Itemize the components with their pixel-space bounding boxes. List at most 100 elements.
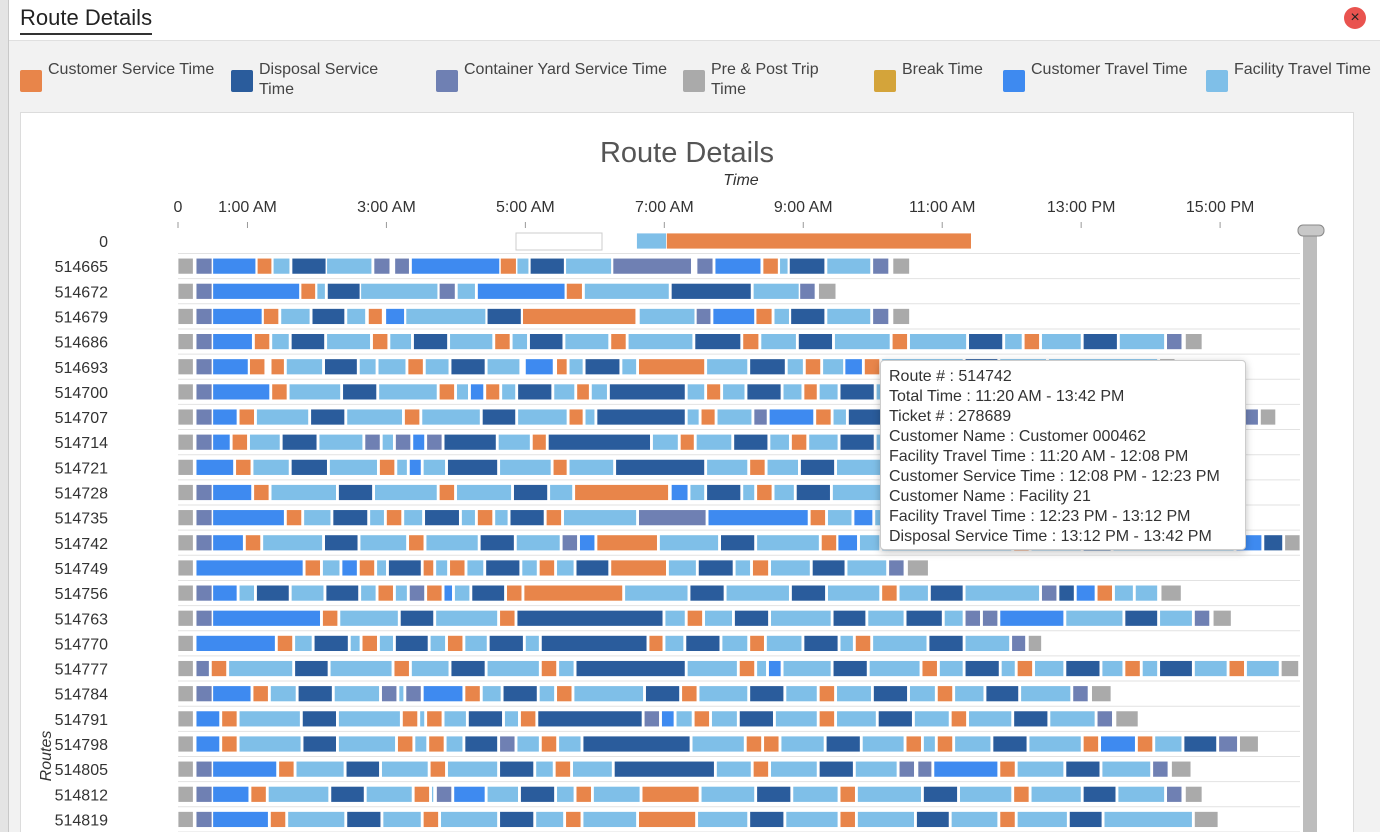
segment [254,333,271,351]
segment [435,559,448,577]
segment [1171,760,1192,778]
segment [584,408,596,426]
segment [556,785,575,803]
segment [773,308,790,325]
segment [822,358,844,376]
row-label: 514791 [55,712,108,729]
segment [820,534,838,552]
segment [694,333,742,351]
segment [405,308,487,325]
segment [923,785,958,803]
segment [766,635,803,652]
segment [272,257,291,275]
segment [212,308,263,325]
chart-title: Route Details [600,137,774,169]
segment [999,760,1016,778]
row-label: 514679 [55,309,108,326]
segment [270,484,337,501]
segment [638,811,696,828]
y-axis-label: Routes [38,731,55,782]
route-row [177,710,1139,728]
segment [456,383,469,401]
segment [755,308,773,325]
segment [1030,785,1082,803]
segment [338,484,373,501]
segment [563,509,637,527]
route-row [177,333,1203,351]
segment [1260,408,1277,426]
segment [342,383,378,401]
range-selector[interactable] [515,232,603,251]
segment [664,635,685,652]
legend-item: Customer Travel Time [1003,60,1201,92]
segment [734,609,769,627]
segment [872,635,928,652]
segment [177,785,194,803]
segment [864,358,881,376]
segment [212,358,249,376]
segment [291,257,327,275]
segment [804,358,822,376]
segment [547,433,651,451]
segment [263,308,280,325]
segment [1013,710,1049,728]
segment [707,509,809,527]
segment [252,458,290,476]
segment [839,635,854,652]
segment [447,458,498,476]
segment [531,433,547,451]
legend-item: Customer Service Time [20,60,218,92]
segment [549,484,574,501]
segment [1124,609,1158,627]
segment [565,257,612,275]
segment [836,685,872,703]
segment [440,811,498,828]
segment [288,383,341,401]
segment [1065,760,1101,778]
segment [438,282,456,300]
segment [311,308,346,325]
legend-item: Container Yard Service Time [436,60,674,92]
segment [195,534,213,552]
segment [414,735,428,753]
segment [212,685,252,703]
segment [659,534,719,552]
segment [177,484,194,501]
legend-label: Disposal Service Time [259,61,379,98]
segment [556,685,573,703]
segment [269,811,287,828]
segment [365,785,413,803]
segment [574,484,669,501]
segment [388,559,422,577]
segment [1212,609,1232,627]
dialog-title: Route Details [20,5,153,35]
tooltip-line: Customer Name : Facility 21 [889,488,1091,505]
segment [461,509,476,527]
segment [421,408,481,426]
segment [1160,584,1182,602]
segment [396,458,408,476]
scrollbar-track[interactable] [1303,230,1317,832]
segment [377,358,407,376]
segment [575,785,592,803]
segment [212,609,321,627]
scrollbar-thumb[interactable] [1297,224,1325,237]
segment [936,735,954,753]
segment [195,635,276,652]
segment [212,257,257,275]
segment [382,811,422,828]
segment [700,785,756,803]
segment [982,609,999,627]
segment [818,710,835,728]
segment [568,408,584,426]
segment [1068,811,1103,828]
segment [936,685,954,703]
segment [499,735,516,753]
close-button[interactable]: × [1344,7,1366,29]
segment [1134,584,1158,602]
segment [428,735,445,753]
segment [516,257,530,275]
segment [424,509,460,527]
segment [733,433,769,451]
legend-swatch [1003,70,1025,92]
